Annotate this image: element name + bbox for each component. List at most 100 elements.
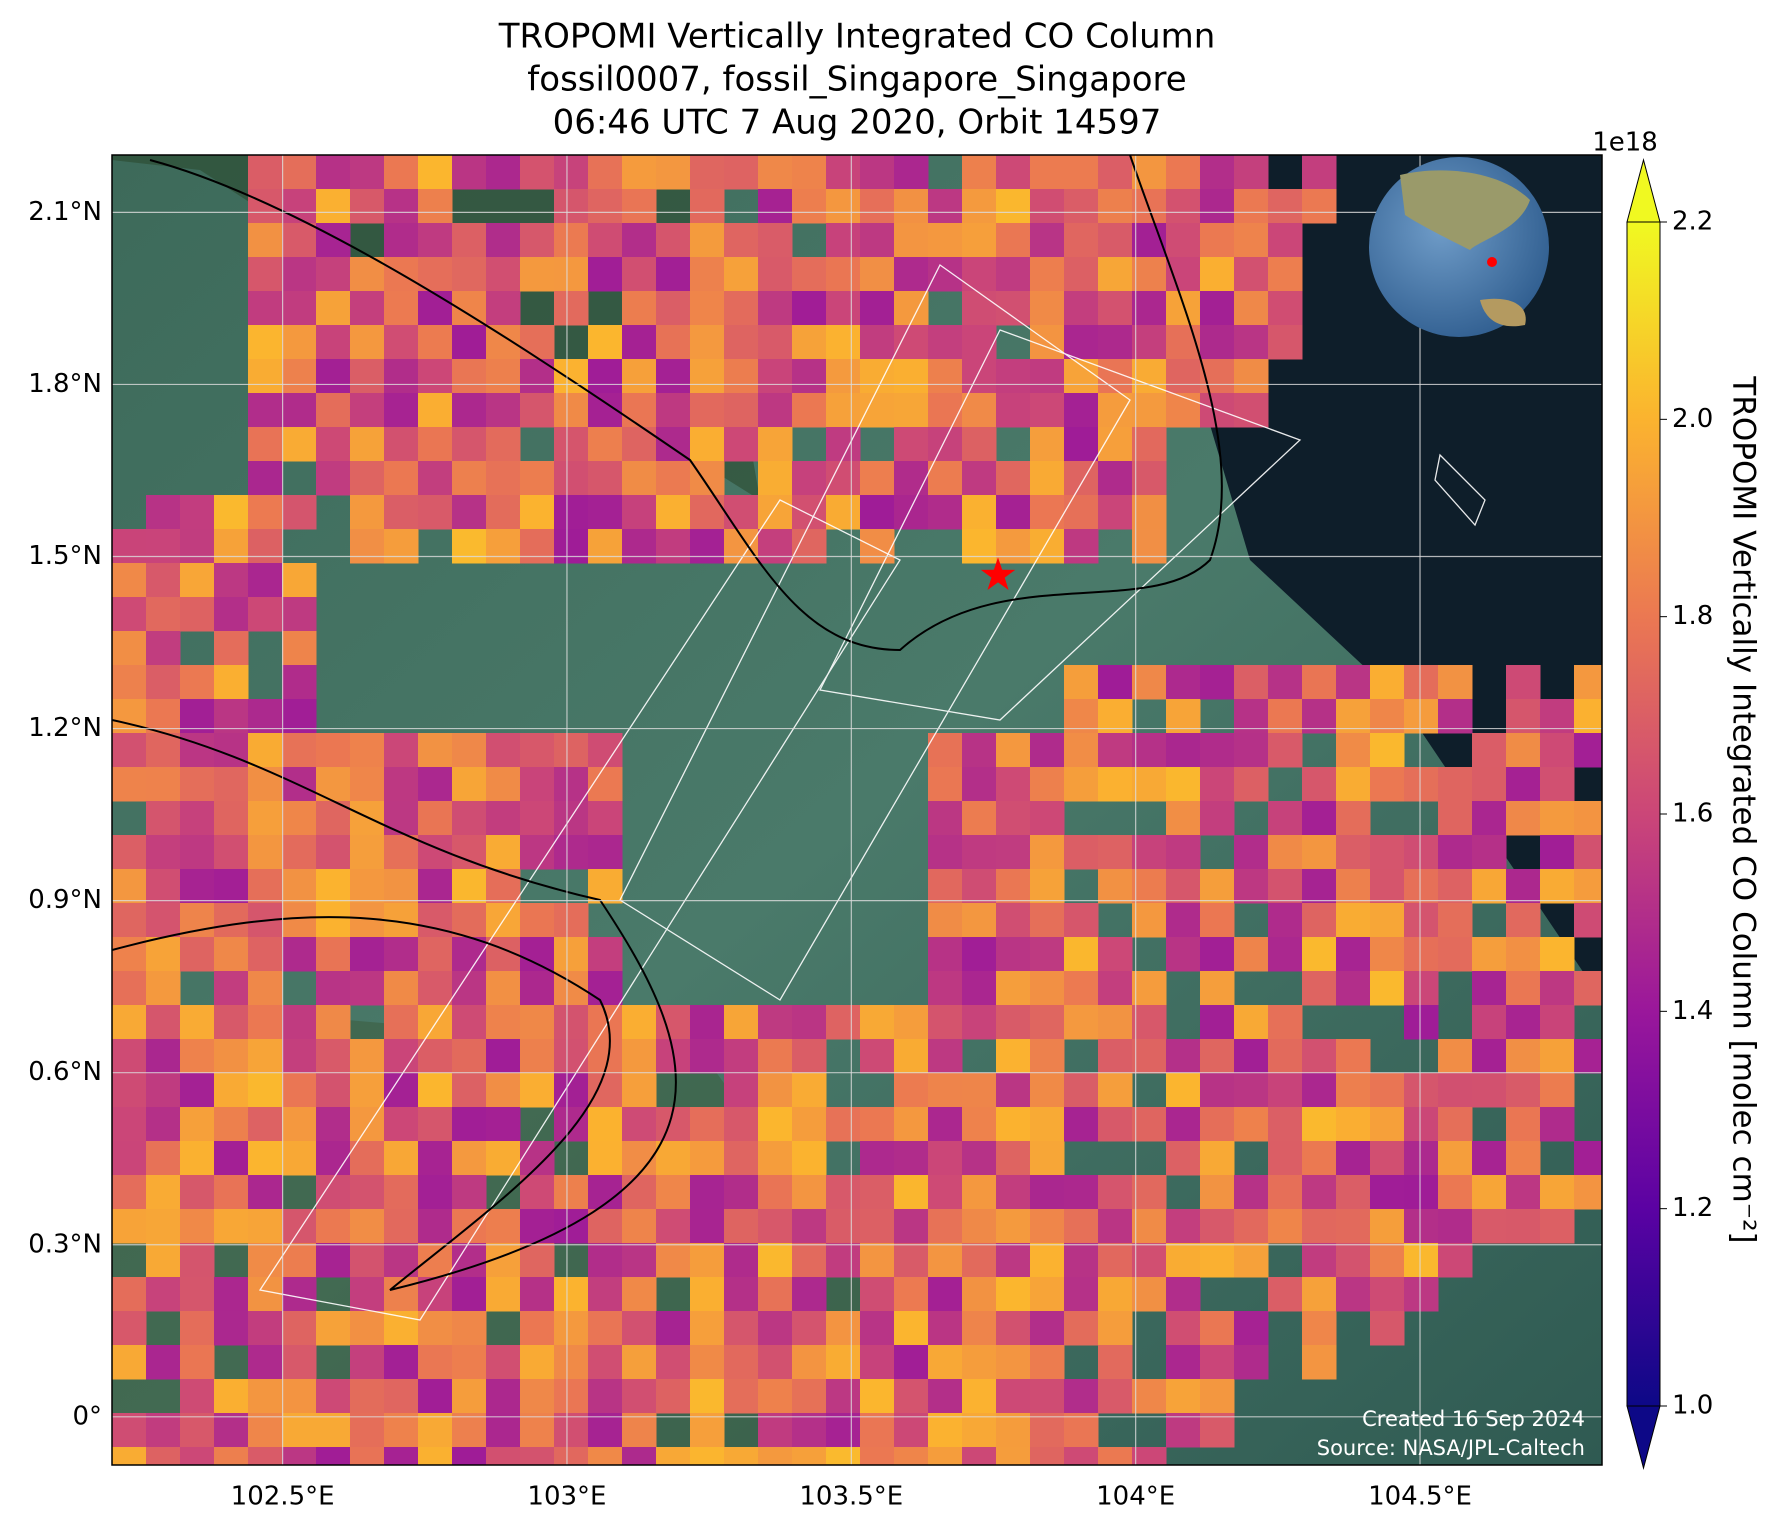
pixel xyxy=(282,1107,317,1142)
pixel xyxy=(248,291,283,326)
pixel xyxy=(622,1345,657,1380)
pixel xyxy=(1234,699,1269,734)
pixel xyxy=(1166,665,1201,700)
pixel xyxy=(486,1447,521,1465)
pixel xyxy=(826,223,861,258)
pixel xyxy=(656,257,691,292)
pixel xyxy=(996,461,1031,496)
pixel xyxy=(554,1175,589,1210)
pixel xyxy=(826,189,861,224)
pixel xyxy=(418,1413,453,1448)
pixel xyxy=(928,733,963,768)
pixel xyxy=(962,733,997,768)
pixel xyxy=(520,1005,555,1040)
pixel xyxy=(996,971,1031,1006)
pixel xyxy=(1200,801,1235,836)
pixel xyxy=(1302,869,1337,904)
pixel xyxy=(792,529,827,564)
pixel xyxy=(112,529,147,564)
pixel xyxy=(724,155,759,190)
title: TROPOMI Vertically Integrated CO Columnf… xyxy=(498,17,1216,143)
pixel xyxy=(418,1039,453,1074)
pixel xyxy=(520,1277,555,1312)
pixel xyxy=(486,291,521,326)
pixel xyxy=(588,1277,623,1312)
pixel xyxy=(894,1379,929,1414)
pixel xyxy=(690,189,725,224)
pixel xyxy=(486,257,521,292)
pixel xyxy=(1166,359,1201,394)
pixel xyxy=(520,1243,555,1278)
pixel xyxy=(1268,835,1303,870)
pixel xyxy=(1030,1447,1065,1465)
pixel xyxy=(146,903,181,938)
pixel xyxy=(554,1073,589,1108)
pixel xyxy=(384,1345,419,1380)
pixel xyxy=(180,1413,215,1448)
pixel xyxy=(1098,1209,1133,1244)
pixel xyxy=(690,1379,725,1414)
pixel xyxy=(1540,699,1575,734)
pixel xyxy=(1336,1209,1371,1244)
pixel xyxy=(1234,189,1269,224)
colorbar-tick-label: 2.0 xyxy=(1672,404,1713,434)
pixel xyxy=(622,155,657,190)
pixel xyxy=(452,257,487,292)
pixel xyxy=(894,1141,929,1176)
pixel xyxy=(248,257,283,292)
pixel xyxy=(1098,699,1133,734)
pixel xyxy=(962,767,997,802)
pixel xyxy=(1438,1073,1473,1108)
globe-land xyxy=(1400,170,1530,250)
pixel xyxy=(1336,1277,1371,1312)
pixel xyxy=(1472,1175,1507,1210)
pixel xyxy=(588,427,623,462)
pixel xyxy=(758,1209,793,1244)
pixel xyxy=(826,1005,861,1040)
pixel xyxy=(826,155,861,190)
pixel xyxy=(1472,1005,1507,1040)
pixel xyxy=(1574,733,1602,768)
pixel xyxy=(996,1311,1031,1346)
pixel xyxy=(1030,1277,1065,1312)
pixel xyxy=(1438,1209,1473,1244)
pixel xyxy=(1098,1073,1133,1108)
colorbar-fill xyxy=(1627,222,1660,1406)
pixel xyxy=(248,223,283,258)
pixel xyxy=(520,1345,555,1380)
pixel xyxy=(146,1107,181,1142)
pixel xyxy=(316,223,351,258)
pixel xyxy=(758,291,793,326)
pixel xyxy=(1064,189,1099,224)
pixel xyxy=(282,223,317,258)
pixel xyxy=(1064,699,1099,734)
pixel xyxy=(418,495,453,530)
pixel xyxy=(214,495,249,530)
pixel xyxy=(486,461,521,496)
pixel xyxy=(1064,733,1099,768)
pixel xyxy=(724,359,759,394)
pixel xyxy=(656,1141,691,1176)
pixel xyxy=(1370,1209,1405,1244)
pixel xyxy=(690,1447,725,1465)
pixel xyxy=(1132,1005,1167,1040)
pixel xyxy=(792,359,827,394)
pixel xyxy=(1404,971,1439,1006)
pixel xyxy=(826,1175,861,1210)
pixel xyxy=(384,155,419,190)
pixel xyxy=(146,1413,181,1448)
pixel xyxy=(214,665,249,700)
coastline xyxy=(149,155,1223,652)
pixel xyxy=(996,1209,1031,1244)
pixel xyxy=(214,699,249,734)
pixel xyxy=(656,223,691,258)
pixel xyxy=(418,1243,453,1278)
pixel xyxy=(418,733,453,768)
pixel xyxy=(1064,1107,1099,1142)
x-tick-label: 104°E xyxy=(1096,1482,1175,1512)
pixel xyxy=(486,393,521,428)
pixel xyxy=(248,359,283,394)
x-tick-label: 103.5°E xyxy=(799,1482,903,1512)
pixel xyxy=(1064,155,1099,190)
pixel xyxy=(316,1039,351,1074)
